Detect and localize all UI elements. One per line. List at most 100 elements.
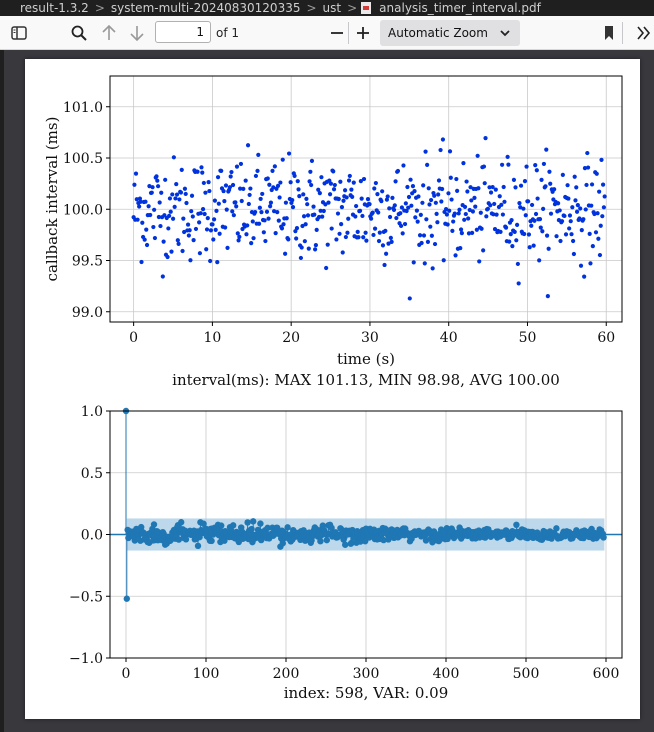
- scatter-point: [533, 211, 539, 217]
- scatter-point: [411, 260, 416, 265]
- scatter-point: [245, 223, 250, 228]
- scatter-point: [239, 198, 244, 204]
- acf-marker: [182, 536, 190, 543]
- scatter-point: [206, 180, 211, 185]
- scatter-point: [137, 204, 142, 209]
- scatter-point: [327, 192, 333, 197]
- scatter-point: [445, 222, 450, 227]
- scatter-point: [477, 259, 482, 264]
- scatter-point: [403, 201, 408, 206]
- acf-marker: [218, 522, 225, 529]
- scatter-point: [214, 208, 219, 213]
- scatter-point: [517, 201, 522, 206]
- scatter-point: [491, 212, 496, 217]
- scatter-point: [532, 218, 537, 223]
- scatter-point: [314, 227, 319, 232]
- scatter-point: [204, 247, 209, 252]
- scatter-point: [339, 205, 345, 210]
- scatter-point: [455, 188, 460, 193]
- scatter-point: [563, 232, 569, 237]
- acf-marker: [264, 524, 271, 532]
- scatter-point: [370, 210, 375, 215]
- scatter-point: [472, 195, 477, 200]
- scatter-point: [371, 232, 376, 238]
- scatter-point: [237, 234, 242, 239]
- scatter-point: [416, 194, 421, 199]
- scatter-point: [541, 206, 546, 211]
- scatter-point: [372, 226, 378, 231]
- scatter-point: [346, 178, 352, 183]
- scatter-point: [578, 206, 583, 211]
- scatter-point: [178, 190, 184, 195]
- tools-menu-button[interactable]: [630, 16, 654, 50]
- scatter-point: [172, 204, 177, 209]
- scatter-point: [435, 220, 440, 225]
- scatter-point: [138, 199, 143, 204]
- scatter-point: [134, 197, 139, 202]
- breadcrumb-item-file[interactable]: analysis_timer_interval.pdf: [379, 1, 541, 15]
- scatter-point: [223, 225, 228, 230]
- scatter-point: [585, 150, 590, 156]
- scatter-x-tick-label: 40: [440, 330, 458, 346]
- scatter-point: [540, 229, 545, 234]
- scatter-point: [259, 210, 264, 215]
- scatter-point: [298, 255, 303, 261]
- scatter-point: [399, 205, 404, 210]
- scatter-point: [556, 201, 561, 206]
- scatter-point: [156, 214, 161, 220]
- scatter-point: [600, 182, 606, 187]
- scatter-point: [144, 227, 149, 232]
- find-button[interactable]: [66, 16, 92, 50]
- scatter-point: [481, 248, 486, 253]
- scatter-point: [321, 208, 326, 214]
- previous-page-button[interactable]: [96, 16, 122, 50]
- scatter-point: [398, 211, 403, 216]
- scatter-point: [434, 211, 439, 217]
- scatter-point: [204, 227, 210, 232]
- scatter-point: [537, 258, 542, 263]
- scatter-point: [328, 181, 333, 186]
- bookmark-button[interactable]: [596, 16, 622, 50]
- scatter-point: [467, 207, 472, 213]
- scatter-point: [276, 218, 281, 223]
- scatter-point: [308, 169, 313, 174]
- scatter-point: [177, 197, 182, 202]
- scatter-point: [462, 204, 468, 210]
- scatter-point: [391, 207, 397, 213]
- scatter-point: [216, 201, 221, 206]
- scatter-y-tick-label: 100.0: [63, 202, 103, 218]
- scatter-point: [271, 185, 276, 190]
- page-number-input[interactable]: [155, 21, 211, 43]
- scatter-point: [273, 231, 278, 236]
- scatter-point: [212, 217, 217, 222]
- scatter-point: [299, 245, 304, 250]
- scatter-point: [401, 163, 406, 168]
- acf-marker: [348, 539, 355, 547]
- scatter-point: [215, 175, 221, 180]
- scatter-point: [440, 186, 445, 192]
- scatter-point: [195, 169, 200, 174]
- breadcrumb-item-result[interactable]: result-1.3.2: [20, 1, 89, 15]
- scatter-point: [428, 224, 433, 229]
- scatter-point: [186, 233, 191, 238]
- scatter-point: [278, 180, 283, 185]
- zoom-in-button[interactable]: [350, 16, 376, 50]
- sidebar-toggle-button[interactable]: [6, 16, 32, 50]
- zoom-out-button[interactable]: [324, 16, 350, 50]
- scatter-point: [513, 185, 518, 190]
- scatter-point: [305, 213, 311, 218]
- scatter-point: [329, 226, 334, 231]
- scatter-point: [523, 213, 528, 218]
- scatter-point: [502, 199, 507, 204]
- zoom-select[interactable]: Automatic Zoom: [380, 20, 520, 46]
- scatter-point: [225, 245, 230, 250]
- next-page-button[interactable]: [124, 16, 150, 50]
- breadcrumb-item-system[interactable]: system-multi-20240830120335: [110, 1, 301, 15]
- scatter-point: [266, 216, 271, 221]
- scatter-point: [547, 169, 552, 174]
- scatter-point: [583, 207, 588, 212]
- scatter-point: [135, 217, 140, 222]
- breadcrumb-item-ust[interactable]: ust: [322, 1, 342, 15]
- scatter-point: [197, 251, 203, 256]
- scatter-point: [414, 208, 419, 213]
